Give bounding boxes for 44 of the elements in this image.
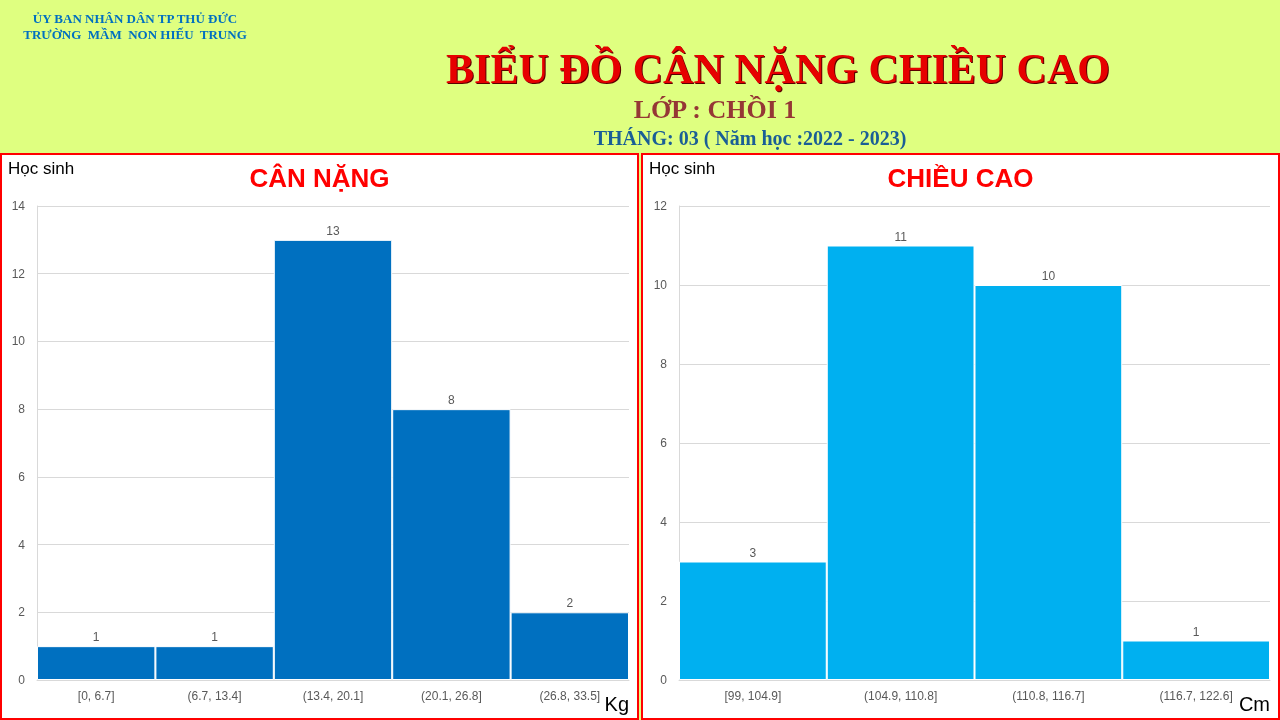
chart-title: CHIỀU CAO	[887, 163, 1034, 193]
y-tick-label: 2	[660, 594, 668, 608]
text: TRƯỜNG MẦM NON HIẾU TRUNG	[22, 27, 248, 43]
x-tick-label: (6.7, 13.4]	[187, 689, 242, 703]
data-label: 1	[211, 630, 219, 645]
y-tick-label: 0	[18, 673, 26, 687]
text: ỦY BAN NHÂN DÂN TP THỦ ĐỨC	[31, 11, 239, 27]
data-label: 13	[326, 223, 340, 238]
y-axis-title: Học sinh	[649, 159, 716, 178]
y-axis-title: Học sinh	[8, 159, 75, 178]
y-tick-label: 14	[11, 199, 26, 213]
y-tick-label: 4	[660, 515, 668, 529]
data-label: 1	[1192, 624, 1200, 639]
y-tick-label: 6	[18, 469, 26, 484]
y-tick-label: 12	[11, 266, 26, 281]
x-tick-label: (116.7, 122.6]	[1159, 689, 1233, 703]
text: LỚP : CHỒI 1	[632, 95, 798, 125]
y-tick-label: 0	[660, 673, 668, 687]
text: BIỂU ĐỒ CÂN NẶNG CHIỀU CAO	[445, 44, 1111, 94]
y-tick-label: 8	[18, 402, 26, 417]
x-tick-label: (104.9, 110.8]	[864, 689, 938, 703]
data-label: 1	[92, 630, 100, 645]
x-tick-label: [99, 104.9]	[724, 689, 782, 703]
x-axis-title: Cm	[1238, 693, 1271, 715]
x-tick-label: (26.8, 33.5]	[539, 689, 601, 703]
data-label: 3	[749, 545, 757, 560]
text: THÁNG: 03 ( Năm học :2022 - 2023)	[592, 126, 908, 150]
data-label: 11	[894, 229, 908, 244]
data-label: 8	[448, 393, 456, 408]
y-tick-label: 6	[660, 436, 668, 450]
y-tick-label: 12	[653, 199, 668, 213]
x-tick-label: [0, 6.7]	[77, 689, 115, 703]
y-tick-label: 4	[18, 537, 26, 552]
data-label: 2	[566, 596, 574, 611]
y-tick-label: 8	[660, 357, 668, 371]
data-label: 10	[1041, 269, 1056, 283]
x-tick-label: (13.4, 20.1]	[302, 689, 364, 703]
y-tick-label: 2	[18, 605, 26, 620]
x-tick-label: (110.8, 116.7]	[1012, 689, 1085, 703]
y-tick-label: 10	[11, 334, 26, 349]
chart-title: CÂN NẶNG	[249, 163, 390, 193]
x-axis-title: Kg	[604, 693, 630, 715]
y-tick-label: 10	[653, 278, 668, 292]
x-tick-label: (20.1, 26.8]	[421, 689, 482, 703]
